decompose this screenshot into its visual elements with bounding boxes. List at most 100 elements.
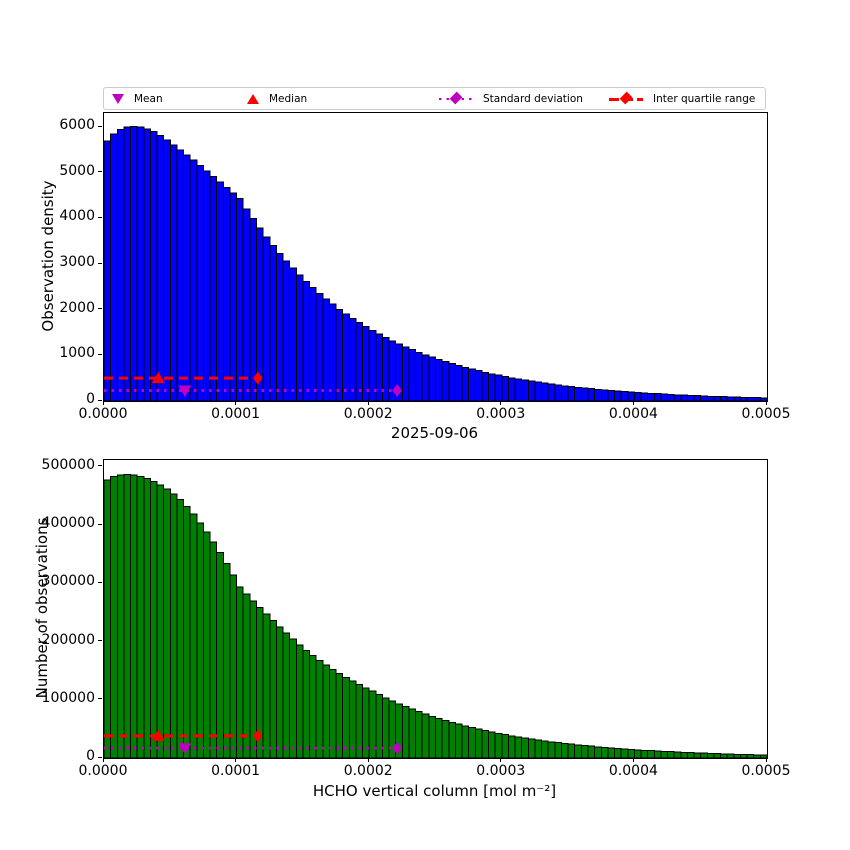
iqr-marker (253, 371, 263, 385)
x-tick-mark (235, 758, 237, 762)
x-tick-label: 0.0005 (741, 406, 791, 422)
y-tick-mark (98, 640, 102, 642)
histogram-bar (680, 394, 688, 401)
legend-label-standard-deviation: Standard deviation (483, 92, 583, 105)
histogram-bar (560, 742, 569, 758)
histogram-bar (468, 727, 476, 758)
histogram-bar (594, 746, 602, 758)
mean-triangle-down-icon (112, 93, 124, 104)
histogram-bar (328, 303, 337, 401)
std-dotted-line-diamond-icon (439, 88, 473, 109)
histogram-bar (104, 479, 112, 758)
x-tick-label: 0.0002 (343, 406, 393, 422)
histogram-bar (342, 676, 350, 758)
x-tick-mark (765, 758, 767, 762)
histogram-bar (342, 313, 350, 401)
x-tick-label: 0.0004 (608, 406, 658, 422)
histogram-bar (580, 745, 589, 758)
histogram-bar (295, 644, 304, 758)
y-tick-mark (98, 171, 102, 173)
histogram-bar (574, 386, 582, 401)
y-tick-mark (98, 698, 102, 700)
histogram-bar (713, 395, 722, 401)
histogram-bar (454, 365, 463, 401)
histogram-bar (242, 208, 251, 401)
histogram-bar (521, 737, 529, 758)
histogram-bar (110, 133, 118, 401)
histogram-bar (739, 396, 748, 401)
histogram-bar (507, 735, 516, 758)
histogram-bar (468, 368, 476, 401)
histogram-bar (633, 749, 642, 758)
histogram-bar (640, 392, 649, 401)
histogram-bar (753, 397, 761, 401)
histogram-bar (627, 748, 635, 758)
y-tick-mark (98, 465, 102, 467)
histogram-bar (507, 377, 516, 401)
histogram-bar (348, 680, 357, 758)
top-histogram-plot (104, 126, 767, 401)
x-tick-label: 0.0002 (343, 763, 393, 779)
x-tick-label: 0.0001 (211, 763, 261, 779)
histogram-bar (315, 660, 324, 758)
histogram-bar (123, 474, 132, 758)
histogram-bar (600, 746, 609, 758)
legend-item-standard-deviation: Standard deviation (439, 88, 583, 109)
histogram-bar (733, 396, 741, 401)
histogram-bar (514, 378, 523, 401)
y-tick-mark (98, 581, 102, 583)
histogram-bar (647, 392, 655, 401)
histogram-bar (209, 175, 218, 401)
histogram-bar (693, 395, 702, 401)
histogram-bar (156, 134, 165, 401)
histogram-bar (302, 649, 311, 758)
histogram-bar (216, 181, 224, 401)
histogram-bar (335, 673, 344, 758)
bottom-x-axis-label: HCHO vertical column [mol m⁻²] (312, 782, 557, 800)
histogram-bar (488, 731, 496, 758)
histogram-bar (448, 363, 456, 401)
histogram-bar (169, 493, 178, 758)
histogram-bar (647, 750, 655, 758)
legend-label-mean: Mean (134, 92, 163, 105)
histogram-bar (136, 126, 145, 401)
histogram-bar (673, 751, 682, 758)
histogram-bar (222, 563, 231, 758)
histogram-bar (667, 751, 675, 758)
histogram-bar (494, 732, 503, 758)
bottom-histogram-plot (104, 474, 767, 758)
histogram-bar (136, 476, 145, 758)
histogram-bar (706, 395, 715, 401)
histogram-bar (541, 382, 549, 401)
histogram-bar (600, 389, 609, 401)
histogram-bar (527, 380, 536, 401)
x-tick-label: 0.0000 (78, 406, 128, 422)
histogram-bar (216, 552, 224, 758)
histogram-bar (189, 513, 198, 758)
histogram-bar (130, 474, 138, 758)
histogram-bar (461, 366, 470, 401)
x-tick-label: 0.0001 (211, 406, 261, 422)
histogram-bar (269, 244, 277, 401)
histogram-bar (686, 752, 695, 758)
histogram-bar (680, 751, 688, 758)
histogram-bar (149, 131, 158, 401)
histogram-bar (567, 386, 576, 401)
histogram-bar (282, 260, 291, 401)
histogram-bar (554, 742, 562, 758)
histogram-bar (275, 626, 284, 758)
histogram-bar (189, 159, 198, 401)
histogram-bar (202, 170, 211, 401)
histogram-bar (116, 474, 125, 758)
histogram-bar (700, 395, 708, 401)
iqr-dashed-line-diamond-icon (609, 88, 643, 109)
histogram-bar (408, 349, 417, 401)
histogram-bar (667, 393, 675, 401)
x-tick-label: 0.0004 (608, 763, 658, 779)
histogram-bar (163, 488, 171, 758)
histogram-bar (295, 274, 304, 401)
histogram-bar (183, 154, 191, 401)
histogram-bar (720, 753, 728, 758)
histogram-bar (130, 126, 138, 401)
